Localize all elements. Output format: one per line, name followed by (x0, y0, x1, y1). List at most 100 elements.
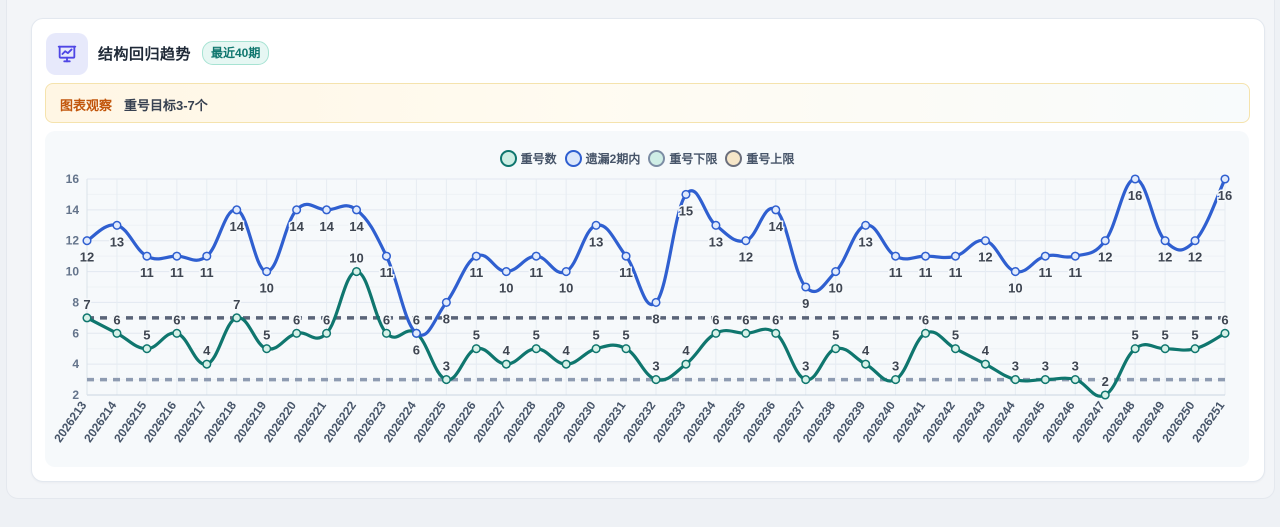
y-tick-label: 14 (66, 203, 80, 217)
legend-label: 重号数 (520, 151, 557, 166)
data-point (801, 375, 811, 385)
data-point (741, 328, 751, 338)
data-point (411, 328, 421, 338)
y-tick-label: 10 (66, 265, 80, 279)
legend-swatch-lower-limit (648, 149, 666, 167)
data-point (1010, 375, 1020, 385)
data-point (172, 251, 182, 261)
data-label: 10 (1008, 281, 1022, 296)
data-point (82, 236, 92, 246)
data-label: 12 (739, 250, 753, 265)
data-label: 6 (383, 312, 390, 327)
data-point (142, 251, 152, 261)
data-label: 6 (922, 312, 929, 327)
data-label: 6 (413, 312, 420, 327)
data-point (1070, 251, 1080, 261)
data-point (651, 297, 661, 307)
data-point (891, 375, 901, 385)
data-label: 13 (589, 234, 603, 249)
legend-item-lower-limit[interactable]: 重号下限 (648, 149, 718, 167)
data-point (322, 205, 332, 215)
data-point (112, 220, 122, 230)
data-label: 14 (349, 219, 364, 234)
data-point (711, 220, 721, 230)
data-label: 8 (443, 311, 450, 326)
data-label: 5 (1191, 328, 1198, 343)
data-label: 3 (1012, 359, 1019, 374)
observation-text: 重号目标3-7个 (124, 98, 208, 113)
legend-item-upper-limit[interactable]: 重号上限 (725, 149, 794, 167)
data-label: 14 (230, 219, 245, 234)
data-point (1190, 344, 1200, 354)
data-label: 4 (862, 343, 870, 358)
data-label: 12 (1098, 250, 1112, 265)
data-point (1130, 174, 1140, 184)
data-label: 12 (1188, 250, 1202, 265)
data-label: 14 (319, 219, 334, 234)
data-label: 11 (140, 265, 154, 280)
data-label: 3 (1072, 359, 1079, 374)
data-label: 11 (889, 265, 903, 280)
legend-swatch-missing-2 (564, 149, 582, 167)
data-label: 5 (832, 328, 839, 343)
data-label: 6 (742, 312, 749, 327)
data-label: 5 (592, 328, 599, 343)
chart-area: 重号数 遗漏2期内 重号下限 重号上限 2 4 6 8 10 12 14 16 2026213 2… (45, 131, 1249, 467)
observation-tag: 图表观察 (60, 98, 113, 113)
page-panel: 结构回归趋势 最近40期 图表观察 重号目标3-7个 重号数 遗漏2期内 重号下… (6, 0, 1275, 499)
data-label: 6 (113, 312, 120, 327)
data-point (681, 189, 691, 199)
data-point (142, 344, 152, 354)
legend-item-repeat-count[interactable]: 重号数 (499, 149, 557, 167)
y-tick-label: 2 (72, 388, 79, 402)
legend-label: 重号下限 (669, 151, 718, 166)
data-point (232, 205, 242, 215)
data-label: 10 (559, 281, 573, 296)
data-point (202, 359, 212, 369)
data-point (1100, 390, 1110, 400)
data-point (292, 205, 302, 215)
chart-presentation-icon (46, 33, 88, 75)
data-label: 11 (469, 265, 483, 280)
data-point (1160, 344, 1170, 354)
line-chart: 2468101214162026213202621420262152026216… (51, 172, 1234, 445)
trend-card: 结构回归趋势 最近40期 图表观察 重号目标3-7个 重号数 遗漏2期内 重号下… (31, 18, 1265, 482)
data-label: 3 (1042, 359, 1049, 374)
data-point (1220, 174, 1230, 184)
data-point (1040, 251, 1050, 261)
data-point (441, 375, 451, 385)
data-label: 5 (533, 328, 540, 343)
data-label: 11 (919, 265, 933, 280)
data-label: 13 (709, 234, 723, 249)
data-label: 14 (289, 219, 304, 234)
data-label: 7 (83, 297, 90, 312)
chart-legend: 重号数 遗漏2期内 重号下限 重号上限 (45, 147, 1249, 169)
legend-swatch-upper-limit (725, 149, 743, 167)
data-point (262, 267, 272, 277)
data-label: 6 (323, 312, 330, 327)
data-label: 5 (263, 328, 270, 343)
data-point (801, 282, 811, 292)
period-badge[interactable]: 最近40期 (202, 41, 270, 65)
data-point (1130, 344, 1140, 354)
data-label: 13 (858, 234, 872, 249)
data-label: 6 (772, 312, 779, 327)
data-label: 3 (802, 359, 809, 374)
data-label: 11 (1038, 265, 1052, 280)
data-label: 10 (349, 251, 363, 266)
legend-item-missing-2[interactable]: 遗漏2期内 (564, 149, 640, 167)
data-point (1160, 236, 1170, 246)
data-label: 11 (529, 265, 543, 280)
data-point (471, 251, 481, 261)
data-point (980, 236, 990, 246)
data-label: 10 (499, 281, 513, 296)
data-point (950, 344, 961, 354)
data-label: 12 (1158, 250, 1172, 265)
data-point (771, 205, 781, 215)
data-point (501, 267, 511, 277)
y-tick-label: 6 (72, 326, 79, 340)
data-point (651, 375, 661, 385)
data-label: 10 (828, 281, 842, 296)
data-point (112, 328, 122, 338)
data-label: 2 (1102, 374, 1109, 389)
